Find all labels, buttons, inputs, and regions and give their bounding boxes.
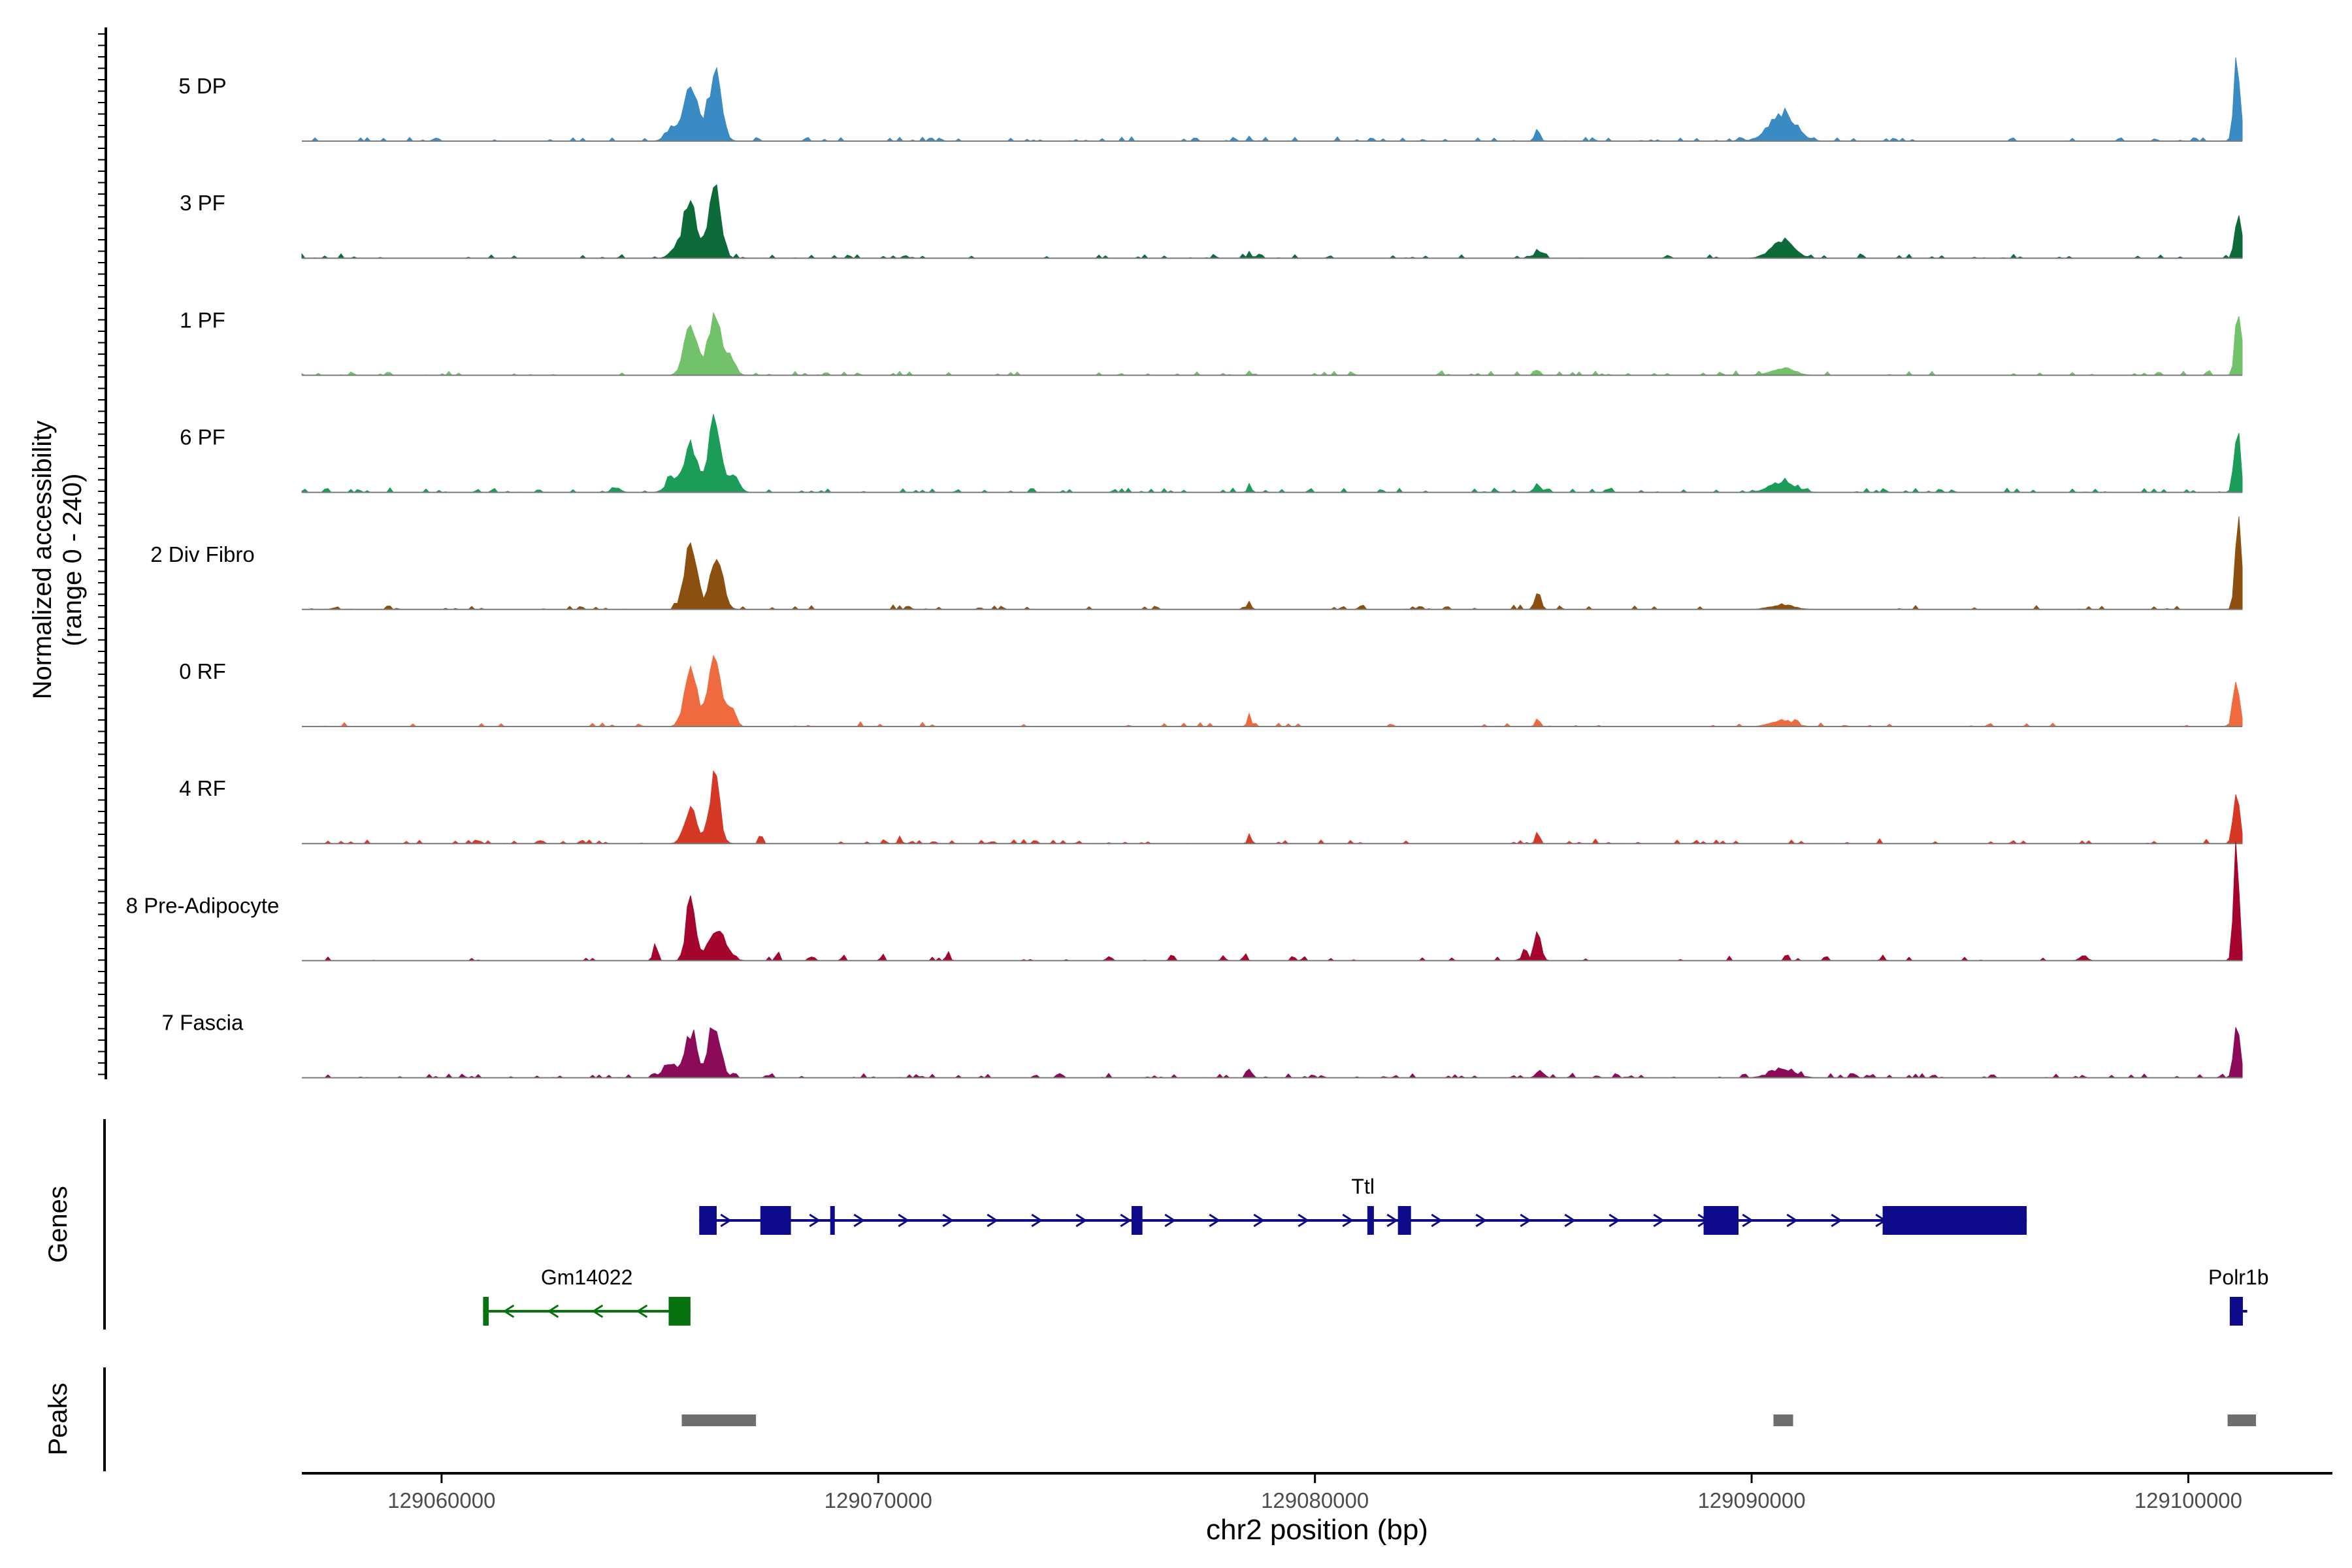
genes-track-label: Genes <box>44 1186 73 1263</box>
strand-arrow <box>1609 1213 1621 1228</box>
x-axis-title: chr2 position (bp) <box>1206 1514 1428 1546</box>
peak-region <box>1773 1414 1793 1426</box>
gene-model: Gm14022 <box>483 1266 691 1326</box>
exon <box>830 1206 835 1235</box>
coverage-track: 5 DP <box>178 57 2243 142</box>
exon <box>1397 1206 1411 1235</box>
peaks-track-label: Peaks <box>44 1382 73 1455</box>
track-label: 1 PF <box>180 308 225 332</box>
x-tick-label: 129070000 <box>825 1488 932 1512</box>
strand-arrow <box>1653 1213 1665 1228</box>
exon <box>668 1297 691 1326</box>
exon <box>1703 1206 1739 1235</box>
strand-arrow <box>1386 1213 1399 1228</box>
peak-region <box>681 1414 757 1426</box>
coverage-track: 1 PF <box>180 308 2243 376</box>
y-axis-title-line1: Normalized accessibility <box>28 421 57 700</box>
strand-arrow <box>942 1213 955 1228</box>
peak-regions <box>681 1414 2257 1426</box>
strand-arrow <box>1520 1213 1532 1228</box>
coverage-track: 2 Div Fibro <box>150 516 2243 610</box>
exon <box>699 1206 717 1235</box>
gene-label: Ttl <box>1351 1175 1375 1198</box>
x-axis-ticks: 129060000 129070000 129080000 129090000 1291… <box>387 1473 2242 1512</box>
track-label: 3 PF <box>180 191 225 215</box>
exon <box>1882 1206 2027 1235</box>
strand-arrow <box>1120 1213 1132 1228</box>
strand-arrow <box>1475 1213 1488 1228</box>
peak-region <box>2227 1414 2257 1426</box>
exon <box>760 1206 791 1235</box>
strand-arrow <box>853 1213 866 1228</box>
x-tick-label: 129060000 <box>387 1488 495 1512</box>
track-label: 0 RF <box>179 659 226 683</box>
coverage-y-ticks <box>98 33 106 1075</box>
strand-arrow <box>1431 1213 1443 1228</box>
coverage-track: 3 PF <box>180 184 2243 259</box>
gene-model: Ttl <box>699 1175 2027 1235</box>
coverage-track: 4 RF <box>179 770 2243 845</box>
gene-model: Polr1b <box>2208 1266 2269 1326</box>
strand-arrow <box>1742 1213 1754 1228</box>
strand-arrow <box>1075 1213 1088 1228</box>
gene-label: Polr1b <box>2208 1266 2269 1289</box>
x-tick-label: 129090000 <box>1697 1488 1805 1512</box>
exon <box>1367 1206 1374 1235</box>
y-axis-title-line2: (range 0 - 240) <box>58 474 87 647</box>
track-label: 7 Fascia <box>162 1011 244 1035</box>
strand-arrow <box>636 1304 648 1318</box>
strand-arrow <box>1209 1213 1221 1228</box>
gene-annotations: Ttl Gm14022 Polr1b <box>483 1175 2269 1326</box>
strand-arrow <box>898 1213 910 1228</box>
strand-arrow <box>809 1213 821 1228</box>
exon <box>2229 1297 2243 1326</box>
track-label: 6 PF <box>180 425 225 449</box>
strand-arrow <box>1298 1213 1310 1228</box>
exon <box>483 1297 489 1326</box>
strand-arrow <box>547 1304 559 1318</box>
coverage-track: 8 Pre-Adipocyte <box>126 841 2243 962</box>
strand-arrow <box>1342 1213 1354 1228</box>
x-tick-label: 129100000 <box>2134 1488 2242 1512</box>
coverage-track: 6 PF <box>180 414 2243 493</box>
track-label: 4 RF <box>179 776 226 800</box>
coverage-track: 7 Fascia <box>162 1011 2243 1079</box>
strand-arrow <box>591 1304 604 1318</box>
strand-arrow <box>502 1304 515 1318</box>
strand-arrow <box>1831 1213 1843 1228</box>
track-label: 8 Pre-Adipocyte <box>126 893 280 917</box>
track-label: 5 DP <box>178 74 226 98</box>
gene-label: Gm14022 <box>541 1266 633 1289</box>
strand-arrow <box>1031 1213 1043 1228</box>
strand-arrow <box>1786 1213 1799 1228</box>
strand-arrow <box>1253 1213 1266 1228</box>
strand-arrow <box>987 1213 999 1228</box>
track-label: 2 Div Fibro <box>150 542 255 566</box>
strand-arrow <box>720 1213 732 1228</box>
coverage-track: 0 RF <box>179 654 2243 727</box>
coverage-tracks: 5 DP 3 PF 1 PF 6 PF 2 Div Fibro 0 RF 4 RF 8 Pre… <box>126 57 2243 1079</box>
x-tick-label: 129080000 <box>1261 1488 1369 1512</box>
strand-arrow <box>1164 1213 1177 1228</box>
strand-arrow <box>1564 1213 1576 1228</box>
exon <box>1131 1206 1143 1235</box>
